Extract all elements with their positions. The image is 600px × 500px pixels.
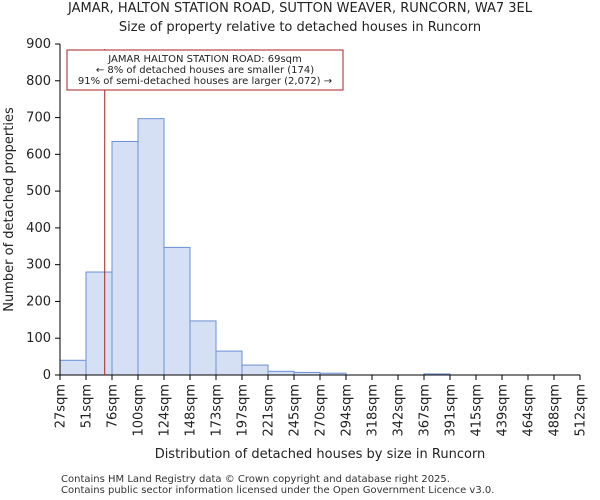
annotation-line-1: JAMAR HALTON STATION ROAD: 69sqm — [107, 54, 302, 65]
chart-subtitle: Size of property relative to detached ho… — [118, 20, 482, 35]
y-tick-label: 400 — [26, 221, 51, 236]
bar-27sqm — [59, 359, 87, 376]
y-tick-label: 100 — [26, 331, 51, 346]
bar-100sqm — [137, 118, 165, 376]
y-axis-label: Number of detached properties — [2, 107, 17, 312]
x-tick-label: 464sqm — [522, 384, 537, 437]
x-tick-label: 294sqm — [340, 384, 355, 437]
x-tick-label: 270sqm — [314, 384, 329, 437]
x-tick-label: 124sqm — [158, 384, 173, 437]
y-tick-label: 200 — [26, 294, 51, 309]
y-tick-label: 300 — [26, 258, 51, 273]
x-tick-label: 512sqm — [574, 384, 589, 437]
x-tick-label: 173sqm — [210, 384, 225, 437]
bar-197sqm — [241, 364, 269, 376]
bar-148sqm — [189, 320, 217, 376]
x-tick-label: 76sqm — [106, 384, 121, 428]
x-tick-label: 100sqm — [132, 384, 147, 437]
bar-173sqm — [215, 350, 243, 376]
annotation-box — [66, 49, 344, 91]
y-axis: 0 100 200 300 400 500 600 700 800 900 — [26, 37, 61, 383]
x-tick-label: 367sqm — [418, 384, 433, 437]
y-tick-label: 500 — [26, 184, 51, 199]
bar-221sqm — [267, 370, 295, 376]
x-tick-label: 51sqm — [80, 384, 95, 428]
bar-124sqm — [163, 246, 191, 376]
y-tick-label: 900 — [26, 37, 51, 52]
x-axis: 27sqm 51sqm 76sqm 100sqm 124sqm 148sqm 173sqm 1… — [54, 374, 589, 437]
chart-title: JAMAR, HALTON STATION ROAD, SUTTON WEAVE… — [67, 1, 532, 16]
x-tick-label: 318sqm — [366, 384, 381, 437]
x-tick-label: 342sqm — [392, 384, 407, 437]
bar-51sqm — [85, 271, 113, 376]
y-tick-label: 700 — [26, 111, 51, 126]
x-tick-label: 197sqm — [236, 384, 251, 437]
footer-line-1: Contains HM Land Registry data © Crown c… — [61, 474, 450, 485]
x-axis-label: Distribution of detached houses by size … — [155, 447, 486, 462]
annotation-line-3: 91% of semi-detached houses are larger (… — [78, 76, 332, 87]
x-tick-label: 221sqm — [262, 384, 277, 437]
footer-line-2: Contains public sector information licen… — [61, 485, 495, 496]
x-tick-label: 148sqm — [184, 384, 199, 437]
x-tick-label: 488sqm — [548, 384, 563, 437]
bar-76sqm — [111, 140, 139, 376]
x-tick-label: 439sqm — [496, 384, 511, 437]
x-tick-label: 415sqm — [470, 384, 485, 437]
y-tick-label: 0 — [43, 368, 51, 383]
x-tick-label: 391sqm — [444, 384, 459, 437]
y-tick-label: 800 — [26, 74, 51, 89]
y-tick-label: 600 — [26, 147, 51, 162]
x-tick-label: 245sqm — [288, 384, 303, 437]
bars-group — [59, 118, 451, 376]
x-tick-label: 27sqm — [54, 384, 69, 428]
annotation-line-2: ← 8% of detached houses are smaller (174… — [96, 65, 314, 76]
